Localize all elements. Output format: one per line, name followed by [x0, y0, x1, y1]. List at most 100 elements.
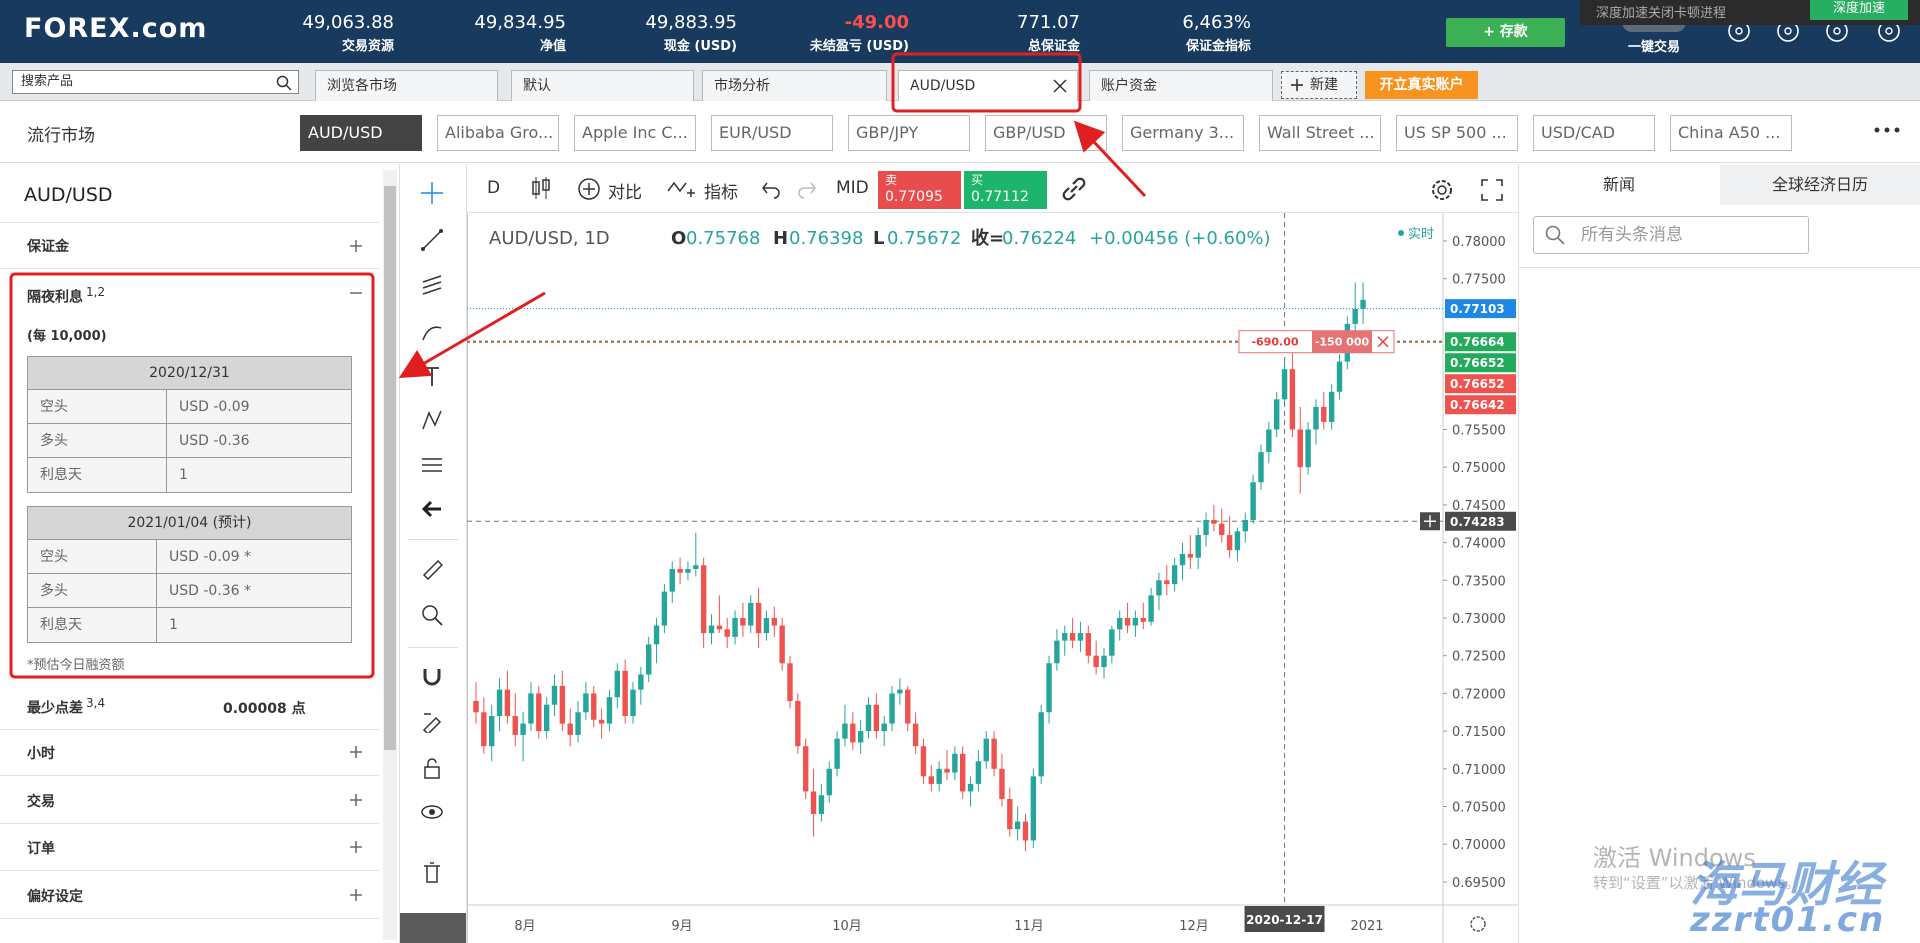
- market-pill[interactable]: AUD/USD: [300, 115, 422, 151]
- section-title[interactable]: 保证金: [27, 239, 69, 255]
- news-search[interactable]: 所有头条消息: [1533, 216, 1809, 254]
- candle-body: [1062, 633, 1068, 641]
- tab[interactable]: 默认: [511, 70, 694, 101]
- popup-button[interactable]: 深度加速: [1810, 0, 1908, 20]
- candle-body: [583, 693, 589, 713]
- drawing-tool[interactable]: [421, 365, 443, 387]
- search-box[interactable]: 搜索产品: [12, 70, 299, 94]
- close-tab-icon[interactable]: [1052, 78, 1068, 94]
- market-pill[interactable]: US SP 500 ...: [1396, 115, 1518, 151]
- divider: [1519, 267, 1920, 268]
- market-pill[interactable]: Wall Street ...: [1259, 115, 1381, 151]
- tab[interactable]: 浏览各市场: [315, 70, 498, 101]
- section-title[interactable]: 交易: [27, 793, 55, 810]
- drawing-tool[interactable]: [421, 454, 443, 476]
- drawing-tool[interactable]: [421, 604, 443, 626]
- section-title[interactable]: 隔夜利息 1,2: [27, 285, 105, 307]
- market-pill[interactable]: EUR/USD: [711, 115, 833, 151]
- open-account[interactable]: 开立真实账户: [1365, 71, 1478, 99]
- section-title-text: 隔夜利息: [27, 289, 83, 306]
- chart-style-icon[interactable]: [530, 176, 552, 200]
- candle-body: [512, 716, 518, 735]
- undo-icon[interactable]: [761, 179, 781, 199]
- buy-button[interactable]: 买 0.77112: [964, 171, 1047, 209]
- market-pill[interactable]: USD/CAD: [1533, 115, 1655, 151]
- indicators[interactable]: 指标: [704, 183, 738, 203]
- deposit-button[interactable]: + 存款: [1446, 18, 1565, 47]
- drawing-tool[interactable]: [421, 498, 443, 520]
- indicators-icon[interactable]: [667, 177, 697, 201]
- candle-body: [1046, 663, 1052, 713]
- market-pill[interactable]: Alibaba Gro...: [437, 115, 559, 151]
- panel-tab[interactable]: 新闻: [1519, 165, 1719, 205]
- drawing-tool[interactable]: [421, 861, 443, 883]
- expand-icon[interactable]: [349, 888, 363, 902]
- legend-high-label: H: [773, 228, 788, 249]
- compare[interactable]: 对比: [608, 183, 642, 203]
- fullscreen-icon[interactable]: [1480, 178, 1504, 202]
- toolbar-collapse[interactable]: [400, 913, 466, 943]
- market-pill[interactable]: Apple Inc C...: [574, 115, 696, 151]
- windows-watermark: 激活 Windows: [1593, 844, 1756, 872]
- candle-body: [1022, 821, 1029, 841]
- candle-body: [771, 618, 777, 626]
- drawing-tool[interactable]: [421, 558, 443, 580]
- candle-body: [646, 644, 652, 675]
- swap-value: USD -0.36: [179, 433, 250, 449]
- more-icon[interactable]: [1873, 125, 1903, 135]
- drawing-tool[interactable]: [421, 229, 443, 251]
- link-icon[interactable]: [1061, 176, 1087, 202]
- interval[interactable]: D: [487, 178, 501, 198]
- logo[interactable]: FOREX.com: [24, 13, 208, 44]
- candle-body: [520, 723, 526, 735]
- right-panel: [1518, 164, 1920, 943]
- stat-value: 6,463%: [1182, 12, 1251, 33]
- tab[interactable]: AUD/USD: [898, 70, 1078, 101]
- candle-body: [810, 791, 817, 815]
- market-pill[interactable]: China A50 ...: [1670, 115, 1792, 151]
- drawing-tool[interactable]: [421, 665, 443, 687]
- drawing-tool[interactable]: [421, 182, 443, 204]
- panel-tab[interactable]: 全球经济日历: [1720, 165, 1920, 205]
- swap-footnote: *预估今日融资额: [27, 658, 125, 673]
- x-tick-label: 10月: [832, 919, 862, 934]
- y-tick-label: 0.71000: [1452, 763, 1506, 778]
- candle-body: [1148, 595, 1154, 622]
- candle-body: [1124, 618, 1131, 626]
- expand-icon[interactable]: [349, 239, 363, 253]
- drawing-tool[interactable]: [421, 320, 443, 342]
- legend-open-label: O: [671, 228, 686, 249]
- candle-body: [1289, 369, 1296, 430]
- section-title[interactable]: 偏好设定: [27, 888, 83, 905]
- section-title[interactable]: 小时: [27, 746, 55, 762]
- y-tick-label: 0.70500: [1452, 801, 1506, 816]
- candle-body: [504, 689, 511, 717]
- market-pill[interactable]: Germany 3...: [1122, 115, 1244, 151]
- market-pill[interactable]: GBP/JPY: [848, 115, 970, 151]
- tab[interactable]: 账户资金: [1089, 70, 1273, 101]
- legend-change: +0.00456 (+0.60%): [1089, 228, 1271, 249]
- tab[interactable]: 市场分析: [702, 70, 887, 101]
- drawing-tool[interactable]: [421, 757, 443, 779]
- scrollbar-thumb[interactable]: [384, 186, 396, 750]
- expand-icon[interactable]: [349, 793, 363, 807]
- market-pill[interactable]: GBP/USD: [985, 115, 1107, 151]
- settings-icon[interactable]: [1429, 177, 1455, 203]
- redo-icon[interactable]: [797, 179, 817, 199]
- expand-icon[interactable]: [349, 840, 363, 854]
- swap-side: 空头: [28, 540, 157, 573]
- drawing-tool[interactable]: [421, 274, 443, 296]
- crosshair-price-tag: [1445, 511, 1516, 531]
- drawing-tool[interactable]: [421, 409, 443, 431]
- drawing-tool[interactable]: [421, 711, 443, 733]
- crosshair-date-box: [1244, 906, 1325, 932]
- expand-icon[interactable]: [349, 745, 363, 759]
- section-title[interactable]: 订单: [27, 841, 55, 857]
- price-source[interactable]: MID: [836, 178, 869, 198]
- y-tick-label: 0.69500: [1452, 876, 1506, 891]
- compare-icon[interactable]: [577, 177, 601, 201]
- drawing-tool[interactable]: [421, 801, 443, 823]
- sell-button[interactable]: 卖 0.77095: [878, 171, 961, 209]
- collapse-icon[interactable]: [349, 286, 363, 300]
- candle-body: [1352, 308, 1358, 324]
